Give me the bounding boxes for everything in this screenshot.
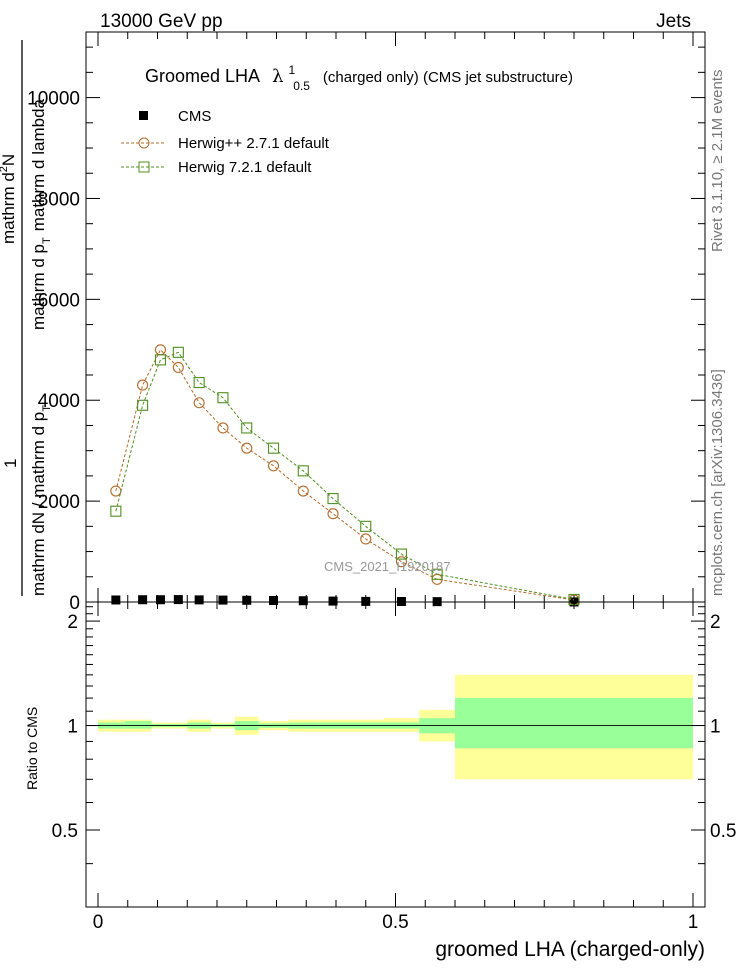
- chart-title-main: Groomed LHA: [145, 66, 260, 86]
- ratio-panel: 0.5 0.51 12 2 0 0.5 1 Ratio to CMS groomed LH…: [24, 601, 736, 961]
- herwigpp-data-point: [110, 485, 122, 497]
- herwig7-data-point: [297, 465, 309, 477]
- watermark: CMS_2021_I1920187: [324, 559, 451, 574]
- cms-data-point: [328, 596, 338, 606]
- y-label-left-den: mathrm dN / mathrm d pT: [29, 405, 53, 596]
- ratio-y-tick-label-right: 2: [710, 612, 721, 633]
- y-label-num: mathrm d2N: [0, 154, 18, 244]
- herwig7-data-point: [431, 568, 443, 580]
- cms-data-point: [361, 596, 371, 606]
- cms-data-point: [396, 596, 406, 606]
- herwigpp-data-point: [297, 485, 309, 497]
- ratio-y-tick-label: 1: [67, 717, 78, 738]
- ratio-bands: [98, 674, 693, 780]
- ratio-x-axis: 0 0.5 1: [93, 602, 699, 933]
- cms-data-point: [173, 595, 183, 605]
- ratio-y-tick-label-right: 1: [710, 717, 721, 738]
- legend-herwigpp-label: Herwig++ 2.7.1 default: [178, 135, 330, 152]
- y-label-num-tail: N: [0, 154, 18, 166]
- herwigpp-data-point: [395, 556, 408, 568]
- herwig7-data-point: [327, 493, 339, 505]
- series-line: [115, 348, 575, 601]
- cms-data-point: [269, 595, 279, 605]
- y-label-num-text: mathrm d: [0, 172, 18, 244]
- legend: CMS Herwig++ 2.7.1 default Herwig 7.2.1 …: [121, 108, 330, 176]
- herwigpp-data-point: [267, 460, 280, 472]
- herwigpp-data-point: [137, 379, 149, 391]
- chart-title: Groomed LHA λ 1 0.5 (charged only) (CMS …: [145, 58, 573, 94]
- x-axis-label: groomed LHA (charged-only): [435, 938, 705, 961]
- herwigpp-data-point: [327, 508, 339, 520]
- ratio-green-band: [124, 721, 152, 729]
- cms-data-point: [138, 595, 148, 605]
- main-panel: 0 2000 4000 6000 8000 10000 Groomed LHA λ 1 0…: [0, 31, 706, 614]
- y-label-den: mathrm d pTmathrm d lambda: [29, 98, 53, 330]
- y-label-den-text: mathrm d p: [29, 244, 48, 330]
- main-y-tick-label: 4000: [38, 391, 80, 412]
- ratio-y-tick-label: 0.5: [52, 821, 78, 842]
- main-y-tick-label: 6000: [38, 290, 80, 311]
- herwig7-data-point: [241, 422, 253, 434]
- main-y-axis: 0 2000 4000 6000 8000 10000: [27, 46, 705, 614]
- y-label-prefix: 1: [1, 459, 20, 468]
- herwig7-data-point: [395, 548, 408, 560]
- ratio-y-tick-label: 2: [67, 612, 78, 633]
- x-tick-label: 0.5: [382, 912, 408, 933]
- cms-data-point: [298, 596, 308, 606]
- herwig7-data-point: [267, 442, 280, 454]
- cms-data-point: [218, 595, 228, 605]
- chart-title-sup: 1: [289, 63, 296, 77]
- ratio-y-label: Ratio to CMS: [24, 707, 40, 790]
- legend-herwigpp-marker: [138, 137, 150, 149]
- chart-title-sub: 0.5: [293, 79, 310, 93]
- y-label-den-tail: mathrm d lambda: [29, 98, 48, 231]
- herwig7-data-point: [217, 392, 229, 404]
- header-left: 13000 GeV pp: [100, 11, 223, 32]
- legend-herwig7-marker: [138, 161, 150, 173]
- herwigpp-data-point: [241, 442, 253, 454]
- herwig7-data-point: [172, 346, 184, 358]
- cms-data-point: [194, 595, 204, 605]
- cms-data-point: [111, 595, 121, 605]
- y-label-den-sub: T: [41, 237, 53, 244]
- herwig7-data-point: [154, 354, 167, 366]
- mcplots-label: mcplots.cern.ch [arXiv:1306.3436]: [709, 369, 726, 596]
- legend-cms-marker: [139, 111, 148, 120]
- y-label-num-sup: 2: [0, 166, 10, 172]
- chart-title-lambda: λ: [272, 66, 283, 87]
- y-label-left-den-text: mathrm dN / mathrm d p: [29, 412, 48, 596]
- series-line: [115, 351, 575, 600]
- chart-title-suffix: (charged only) (CMS jet substructure): [323, 69, 573, 86]
- ratio-y-axis: 0.5 0.5 1 1 2 2: [52, 606, 736, 865]
- cms-data-point: [155, 595, 165, 605]
- herwigpp-data-point: [217, 422, 229, 434]
- header-right: Jets: [656, 11, 691, 32]
- x-tick-label: 0: [93, 912, 104, 933]
- x-tick-label: 1: [688, 912, 699, 933]
- herwigpp-data-point: [154, 344, 167, 356]
- cms-data-point: [242, 595, 252, 605]
- herwig7-data-point: [137, 399, 149, 411]
- ratio-green-band: [455, 698, 693, 749]
- rivet-label: Rivet 3.1.10, ≥ 2.1M events: [709, 70, 726, 253]
- herwig7-data-point: [193, 377, 205, 389]
- main-y-tick-label: 0: [69, 593, 80, 614]
- main-y-tick-label: 2000: [38, 492, 80, 513]
- main-y-label: 1 mathrm d2N mathrm d pTmathrm d lambda …: [0, 40, 53, 596]
- ratio-y-tick-label-right: 0.5: [710, 821, 736, 842]
- legend-herwig7-label: Herwig 7.2.1 default: [178, 159, 312, 176]
- herwigpp-data-point: [172, 361, 184, 373]
- herwigpp-data-point: [360, 533, 372, 545]
- legend-cms-label: CMS: [178, 108, 211, 125]
- herwigpp-data-point: [193, 397, 205, 409]
- herwig7-data-point: [110, 505, 122, 517]
- y-label-left-den-sub: T: [41, 405, 53, 412]
- main-y-tick-label: 10000: [27, 89, 80, 110]
- herwig7-data-point: [360, 520, 372, 532]
- main-y-tick-label: 8000: [38, 189, 80, 210]
